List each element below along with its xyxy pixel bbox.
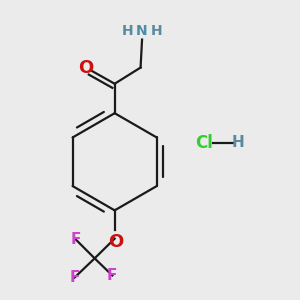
Text: H: H: [232, 135, 245, 150]
Text: F: F: [69, 270, 80, 285]
Text: H: H: [150, 24, 162, 38]
Text: Cl: Cl: [196, 134, 213, 152]
Text: O: O: [108, 233, 124, 251]
Text: N: N: [136, 24, 148, 38]
Text: F: F: [107, 268, 118, 283]
Text: F: F: [70, 232, 81, 247]
Text: O: O: [78, 58, 93, 76]
Text: H: H: [122, 24, 134, 38]
